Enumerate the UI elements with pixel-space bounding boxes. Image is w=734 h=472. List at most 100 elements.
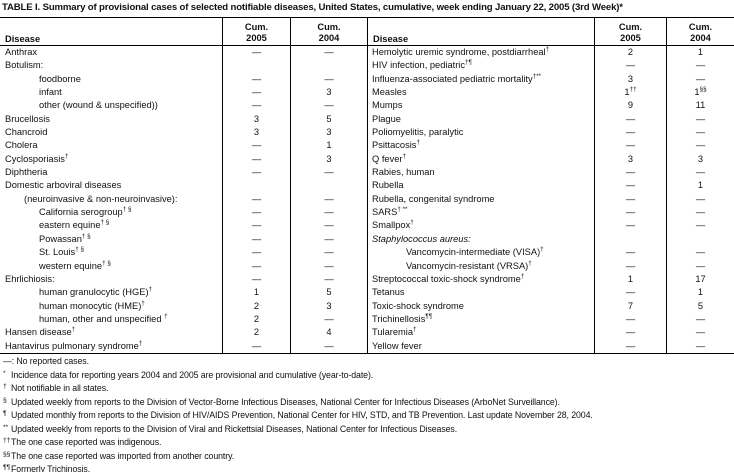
count-cell: —	[666, 259, 734, 273]
count-cell: 1††	[594, 86, 666, 100]
cum-label: Cum.	[244, 22, 269, 32]
count-cell: —	[222, 99, 290, 113]
count-cell: —	[222, 86, 290, 100]
disease-name-cell: Yellow fever	[367, 339, 594, 353]
disease-name-cell: Hantavirus pulmonary syndrome†	[5, 339, 143, 351]
year-label: 2004	[690, 33, 711, 43]
footnote: §§The one case reported was imported fro…	[3, 450, 235, 461]
count-cell: 17	[666, 272, 734, 287]
column-header-disease-right: Disease	[367, 18, 594, 46]
count-cell	[222, 59, 290, 73]
count-cell: —	[222, 259, 290, 273]
count-cell: 3	[666, 152, 734, 167]
count-cell: 4	[290, 326, 367, 340]
count-cell: —	[222, 232, 290, 247]
count-cell: —	[290, 206, 367, 220]
count-cell: —	[666, 326, 734, 340]
count-cell: 11	[666, 99, 734, 113]
count-cell: —	[222, 272, 290, 287]
disease-name-cell: Trichinellosis¶¶	[367, 312, 594, 327]
disease-name-cell: Mumps	[367, 99, 594, 113]
footnote-marker: ¶	[3, 410, 7, 417]
count-cell: —	[222, 192, 290, 207]
count-cell: —	[290, 166, 367, 180]
count-cell	[594, 232, 666, 247]
disease-name-cell: Staphylococcus aureus:	[367, 232, 594, 247]
year-label: 2004	[318, 33, 340, 43]
disease-name-cell: eastern equine† §	[39, 219, 110, 231]
count-cell: —	[666, 139, 734, 153]
count-cell: —	[594, 206, 666, 220]
count-cell: 3	[222, 112, 290, 127]
footnote-marker: *	[3, 369, 6, 377]
disease-name-cell: Hansen disease†	[5, 326, 76, 338]
count-cell: —	[594, 112, 666, 127]
count-cell: 7	[594, 299, 666, 313]
count-cell: —	[594, 246, 666, 260]
year-label: 2005	[246, 33, 267, 43]
cum-label: Cum.	[317, 22, 341, 32]
count-cell: —	[594, 339, 666, 353]
count-cell: —	[594, 286, 666, 300]
count-cell: 1	[666, 46, 734, 60]
disease-name-cell: Brucellosis	[5, 113, 50, 124]
disease-name-cell: Vancomycin-resistant (VRSA)†	[367, 259, 594, 273]
count-cell	[290, 179, 367, 193]
count-cell: 5	[666, 299, 734, 313]
count-cell: —	[594, 179, 666, 193]
count-cell: —	[666, 166, 734, 180]
count-cell	[222, 179, 290, 193]
count-cell: 1	[594, 272, 666, 287]
disease-name-cell: human granulocytic (HGE)†	[39, 286, 153, 298]
count-cell: —	[290, 272, 367, 287]
count-cell: —	[666, 246, 734, 260]
disease-name-cell: Poliomyelitis, paralytic	[367, 126, 594, 140]
count-cell: —	[222, 339, 290, 353]
disease-name-cell: Ehrlichiosis:	[5, 273, 55, 284]
disease-name-cell: Hemolytic uremic syndrome, postdiarrheal…	[367, 46, 594, 60]
disease-name-cell: HIV infection, pediatric†¶	[367, 59, 594, 73]
count-cell: 2	[594, 46, 666, 60]
disease-name-cell: Influenza-associated pediatric mortality…	[367, 72, 594, 87]
disease-name-cell: infant	[39, 87, 62, 98]
disease-name-cell: Rubella	[367, 179, 594, 193]
count-cell: 1	[290, 139, 367, 153]
count-cell: 1	[222, 286, 290, 300]
count-cell: 2	[222, 299, 290, 313]
footnotes-block: —: No reported cases. * Incidence data for…	[3, 356, 731, 472]
count-cell: —	[594, 166, 666, 180]
count-cell: —	[594, 219, 666, 233]
disease-name-cell: Anthrax	[5, 47, 38, 57]
count-cell: 1§§	[666, 86, 734, 100]
count-cell: —	[594, 59, 666, 73]
footnote-marker: §§	[3, 450, 11, 458]
count-cell: —	[222, 139, 290, 153]
footnote: ** Updated weekly from reports to the Div…	[3, 423, 458, 434]
count-cell: —	[594, 259, 666, 273]
year-label: 2005	[620, 33, 641, 43]
count-cell: 3	[290, 86, 367, 100]
disease-name-cell: foodborne	[39, 73, 81, 84]
page-title: TABLE I. Summary of provisional cases of…	[2, 2, 623, 13]
disease-name-cell: Plague	[367, 112, 594, 127]
count-cell: —	[666, 112, 734, 127]
disease-name-cell: Psittacosis†	[367, 139, 594, 153]
count-cell: 3	[594, 72, 666, 87]
count-cell: —	[290, 192, 367, 207]
footnote: § Updated weekly from reports to the Divi…	[3, 396, 560, 407]
count-cell: —	[290, 219, 367, 233]
disease-name-cell: Cyclosporiasis†	[5, 152, 69, 164]
count-cell: 3	[222, 126, 290, 140]
disease-name-cell: California serogroup† §	[39, 206, 132, 218]
count-cell: —	[594, 192, 666, 207]
count-cell: 3	[290, 152, 367, 167]
disease-name-cell: Cholera	[5, 140, 38, 151]
column-header-cum2005-left: Cum. 2005	[222, 18, 290, 46]
footnote-marker: ††	[3, 437, 11, 444]
count-cell: 2	[222, 312, 290, 327]
count-cell: —	[290, 246, 367, 260]
count-cell: —	[222, 46, 290, 60]
count-cell: —	[222, 152, 290, 167]
count-cell	[290, 59, 367, 73]
footnote-marker: †	[3, 383, 7, 390]
